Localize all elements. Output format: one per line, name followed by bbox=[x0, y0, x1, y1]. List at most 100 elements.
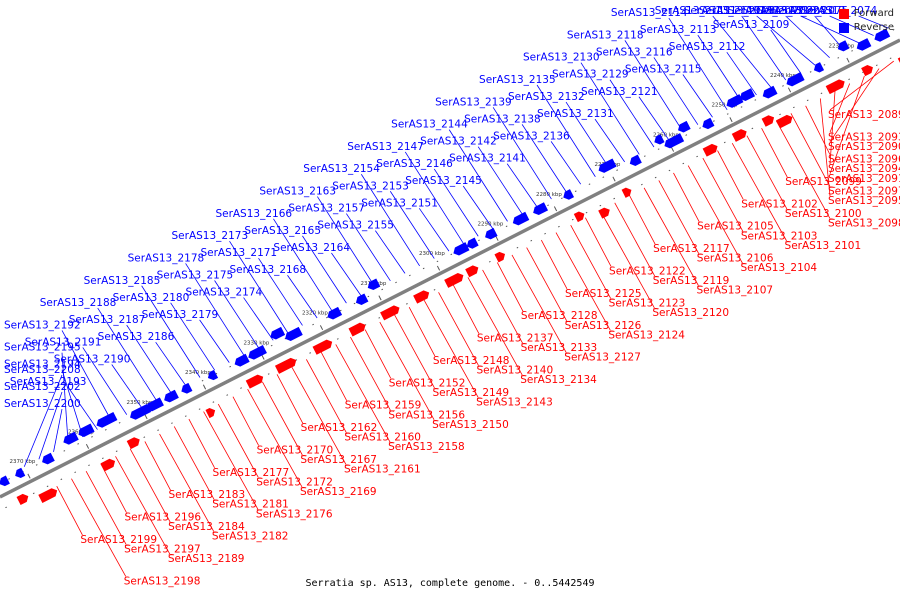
gene-label: SerAS13_2129 bbox=[552, 69, 629, 81]
reverse-gene-arrow bbox=[453, 242, 470, 256]
gene-label: SerAS13_2111 bbox=[655, 5, 732, 17]
label-connector bbox=[56, 485, 83, 536]
label-connector bbox=[785, 15, 830, 59]
reverse-gene-arrow bbox=[726, 94, 744, 108]
tick-mark bbox=[612, 176, 616, 182]
label-connector bbox=[452, 284, 480, 334]
legend-forward: Forward bbox=[838, 8, 894, 19]
reverse-gene-arrow bbox=[654, 134, 665, 145]
gene-label: SerAS13_2142 bbox=[420, 136, 497, 148]
gene-label: SerAS13_2183 bbox=[169, 489, 246, 501]
gene-label: SerAS13_2082 bbox=[743, 5, 820, 17]
gene-label: SerAS13_2106 bbox=[697, 253, 774, 265]
label-connector bbox=[506, 163, 538, 207]
reverse-gene-arrow bbox=[512, 211, 530, 226]
forward-gene-arrow bbox=[413, 290, 430, 304]
gene-label: SerAS13_2154 bbox=[303, 163, 380, 175]
forward-gene-arrow bbox=[494, 251, 506, 263]
label-connector bbox=[819, 98, 831, 197]
label-connector bbox=[594, 118, 625, 163]
label-connector bbox=[526, 247, 567, 321]
gene-label: SerAS13_2097 bbox=[828, 186, 900, 198]
reverse-gene-arrow bbox=[837, 40, 850, 52]
label-connector bbox=[761, 128, 788, 178]
reverse-gene-arrow bbox=[146, 397, 164, 412]
label-connector bbox=[71, 478, 127, 577]
gene-label: SerAS13_2083 bbox=[757, 5, 834, 17]
reverse-gene-arrow bbox=[96, 411, 118, 428]
forward-gene-arrow bbox=[598, 207, 610, 219]
gene-label: SerAS13_2152 bbox=[389, 377, 466, 389]
forward-gene-arrow bbox=[205, 407, 216, 419]
gene-label: SerAS13_2168 bbox=[229, 264, 306, 276]
reverse-gene-arrow bbox=[355, 293, 369, 306]
gene-label: SerAS13_2128 bbox=[521, 310, 598, 322]
label-connector bbox=[805, 105, 831, 155]
gene-label: SerAS13_2124 bbox=[608, 329, 685, 341]
forward-gene-arrow bbox=[380, 305, 400, 321]
reverse-swatch bbox=[838, 22, 849, 33]
gene-label: SerAS13_2141 bbox=[449, 153, 526, 165]
label-connector bbox=[61, 352, 69, 445]
gene-label: SerAS13_2165 bbox=[244, 225, 321, 237]
label-connector bbox=[687, 165, 743, 264]
gene-label: SerAS13_2182 bbox=[212, 531, 289, 543]
tick-label: 2330 kbp bbox=[243, 340, 269, 346]
gene-label: SerAS13_2121 bbox=[581, 86, 658, 98]
gene-label: SerAS13_2172 bbox=[256, 476, 333, 488]
label-connector bbox=[448, 129, 508, 222]
gene-label: SerAS13_2199 bbox=[80, 534, 157, 546]
gene-label: SerAS13_2187 bbox=[69, 314, 146, 326]
gene-label: SerAS13_2161 bbox=[344, 464, 421, 476]
reverse-gene-arrow bbox=[874, 28, 891, 42]
forward-gene-arrow bbox=[126, 437, 140, 450]
gene-label: SerAS13_2148 bbox=[433, 355, 510, 367]
label-connector bbox=[214, 280, 259, 348]
label-connector bbox=[731, 142, 787, 242]
tick-mark bbox=[144, 414, 148, 420]
label-connector bbox=[188, 418, 215, 468]
label-connectors bbox=[23, 15, 894, 577]
label-connector bbox=[287, 275, 318, 319]
reverse-gene-arrow bbox=[485, 227, 498, 240]
reverse-gene-arrow bbox=[0, 475, 10, 487]
label-connector bbox=[243, 297, 274, 341]
gene-label: SerAS13_2160 bbox=[344, 432, 421, 444]
label-connector bbox=[790, 113, 831, 187]
tick-mark bbox=[787, 87, 792, 93]
reverse-gene-arrow bbox=[629, 154, 642, 166]
label-connector bbox=[673, 172, 700, 222]
genome-caption: Serratia sp. AS13, complete genome. - 0.… bbox=[305, 578, 595, 589]
label-connector bbox=[115, 456, 171, 555]
label-connector bbox=[775, 120, 831, 219]
label-connector bbox=[199, 319, 230, 363]
gene-label: SerAS13_2092 bbox=[728, 5, 805, 17]
legend-forward-label: Forward bbox=[853, 8, 894, 19]
reverse-gene-arrow bbox=[270, 326, 286, 340]
gene-label: SerAS13_2164 bbox=[273, 242, 350, 254]
gene-label: SerAS13_2192 bbox=[4, 319, 81, 331]
label-connector bbox=[565, 101, 611, 170]
forward-gene-arrow bbox=[621, 187, 632, 198]
gene-label: SerAS13_2127 bbox=[564, 352, 641, 364]
gene-label: SerAS13_2123 bbox=[609, 297, 686, 309]
gene-label: SerAS13_2118 bbox=[567, 29, 644, 41]
label-connector bbox=[306, 359, 347, 433]
label-connector bbox=[800, 15, 860, 44]
gene-label: SerAS13_2191 bbox=[25, 336, 102, 348]
gene-label: SerAS13_2147 bbox=[347, 141, 424, 153]
gene-label: SerAS13_2157 bbox=[288, 203, 365, 215]
forward-gene-arrow bbox=[312, 339, 333, 355]
gene-label: SerAS13_2195 bbox=[4, 342, 81, 354]
label-connector bbox=[375, 230, 406, 274]
gene-label: SerAS13_2156 bbox=[388, 409, 465, 421]
reverse-gene-arrow bbox=[678, 120, 691, 133]
label-connector bbox=[540, 239, 568, 290]
label-connector bbox=[82, 347, 128, 415]
reverse-gene-arrow bbox=[63, 431, 79, 445]
gene-label: SerAS13_2135 bbox=[479, 74, 556, 86]
label-connector bbox=[331, 252, 362, 296]
label-connector bbox=[258, 257, 303, 326]
forward-gene-arrow bbox=[274, 357, 297, 374]
gene-label: SerAS13_2113 bbox=[640, 24, 717, 36]
